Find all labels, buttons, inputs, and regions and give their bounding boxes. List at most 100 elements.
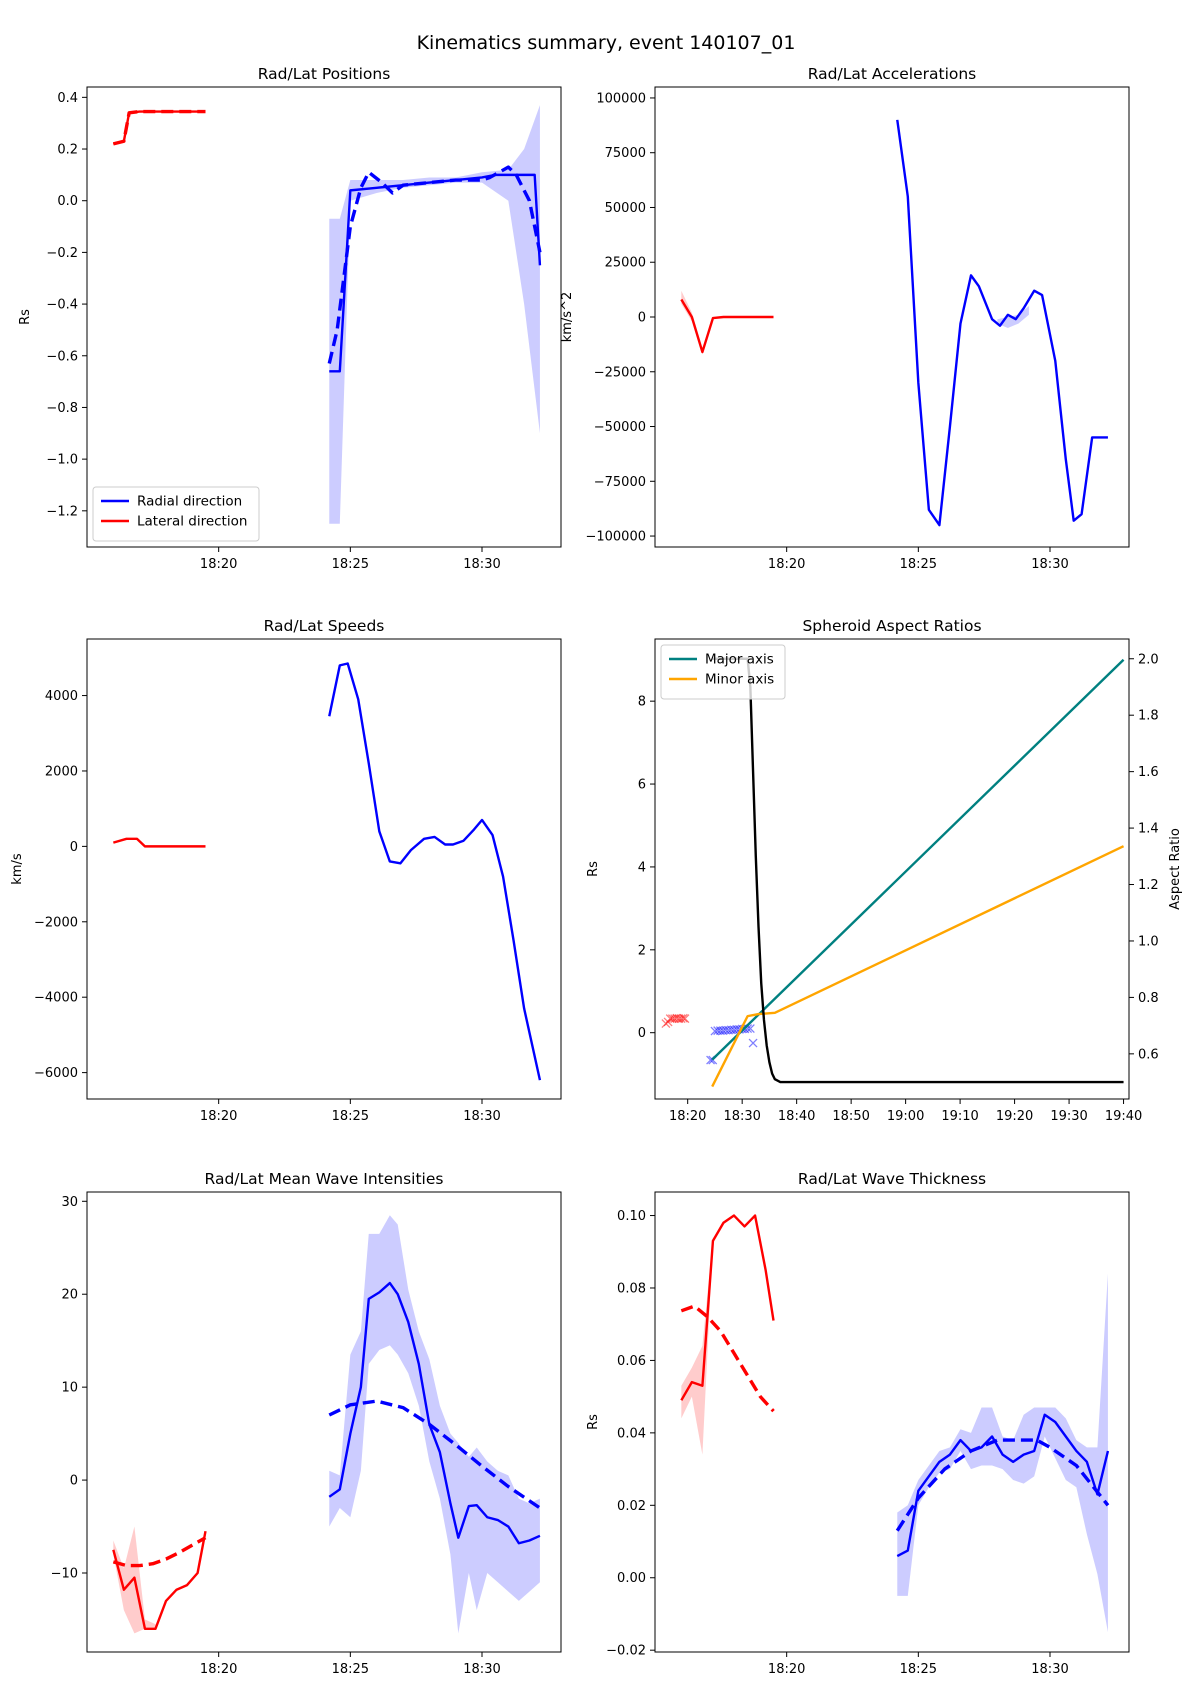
pos-ytick-label-3: −0.2: [46, 246, 78, 261]
int-xtick-label-1: 18:25: [332, 1662, 369, 1677]
thk-xtick-label-1: 18:25: [900, 1662, 937, 1677]
int-xtick-label-2: 18:30: [463, 1662, 500, 1677]
asp-plot-area: [661, 657, 1125, 1088]
asp-ylabel: Rs: [586, 861, 601, 877]
pos-legend-label-0: Radial direction: [137, 494, 242, 510]
acc-ylabel: km/s^2: [560, 292, 575, 343]
acc-xtick-label-1: 18:25: [900, 557, 937, 572]
int-plot-area: [112, 1215, 541, 1634]
acc-ytick-label-3: 25000: [605, 256, 646, 271]
pos-ytick-label-5: −0.6: [46, 349, 78, 364]
int-series-0: [328, 1281, 541, 1545]
thk-series-1: [895, 1438, 1110, 1532]
pos-title: Rad/Lat Positions: [258, 65, 391, 83]
pos-plot-area: [112, 105, 542, 524]
pos-frame: [86, 86, 562, 548]
asp-xtick-label-5: 19:10: [941, 1109, 978, 1124]
asp-legend-label-1: Minor axis: [705, 672, 774, 688]
asp-xtick-label-8: 19:40: [1105, 1109, 1142, 1124]
panel-accelerations: 18:20 18:25 18:30 100000 75000 50000 25000 0 −25…: [560, 65, 1130, 572]
acc-band-0: [681, 290, 713, 355]
panel-thickness: 18:20 18:25 18:30 0.10 0.08 0.06 0.04 0.02 0.00 −…: [586, 1170, 1130, 1677]
thk-ytick-label-2: 0.06: [617, 1354, 646, 1369]
int-ytick-label-4: −10: [51, 1567, 78, 1582]
spd-xtick-label-0: 18:20: [200, 1109, 237, 1124]
thk-ylabel: Rs: [586, 1414, 601, 1430]
asp-marker-1-14: [743, 1024, 753, 1034]
spd-ytick-label-0: 4000: [45, 689, 78, 704]
spd-ytick-label-3: −2000: [34, 915, 78, 930]
asp-y2tick-label-5: 1.0: [1138, 934, 1159, 949]
acc-ytick-label-7: −75000: [594, 475, 646, 490]
int-series-3: [112, 1536, 207, 1568]
thk-xtick-label-0: 18:20: [768, 1662, 805, 1677]
asp-xtick-label-2: 18:40: [778, 1109, 815, 1124]
spd-plot-area: [113, 662, 542, 1081]
int-title: Rad/Lat Mean Wave Intensities: [205, 1170, 444, 1188]
asp-y2tick-label-7: 0.6: [1138, 1047, 1159, 1062]
pos-legend-label-1: Lateral direction: [137, 514, 247, 530]
asp-y2tick-label-1: 1.8: [1138, 709, 1159, 724]
pos-ytick-label-8: −1.2: [46, 504, 78, 519]
asp-xtick-label-4: 19:00: [887, 1109, 924, 1124]
pos-xtick-label-1: 18:25: [332, 557, 369, 572]
asp-y2tick-label-2: 1.6: [1138, 765, 1159, 780]
asp-y2tick-label-4: 1.2: [1138, 878, 1159, 893]
pos-ytick-label-4: −0.4: [46, 298, 78, 313]
pos-series-1: [327, 165, 542, 364]
panel-speeds: 18:20 18:25 18:30 4000 2000 0 −2000 −4000 −6000 R…: [10, 617, 562, 1124]
thk-plot-area: [680, 1214, 1110, 1633]
asp-ytick-label-4: 0: [638, 1026, 646, 1041]
asp-ytick-label-1: 6: [638, 778, 646, 793]
panel-positions: 18:20 18:25 18:30 0.4 0.2 0.0 −0.2 −0.4 −0.6 −0.8…: [18, 65, 562, 572]
thk-ytick-label-1: 0.08: [617, 1281, 646, 1296]
figure-title: Kinematics summary, event 140107_01: [417, 32, 796, 54]
pos-xtick-label-0: 18:20: [200, 557, 237, 572]
acc-plot-area: [680, 119, 1108, 527]
pos-ylabel: Rs: [18, 309, 33, 325]
panel-intensities: 18:20 18:25 18:30 30 20 10 0 −10 Rad/Lat Mean Wa…: [51, 1170, 562, 1677]
spd-ylabel: km/s: [10, 853, 25, 885]
asp-marker-0-4: [670, 1014, 680, 1024]
pos-series-3: [112, 109, 206, 146]
spd-ytick-label-4: −4000: [34, 991, 78, 1006]
asp-title: Spheroid Aspect Ratios: [802, 617, 981, 635]
acc-ytick-label-4: 0: [638, 311, 646, 326]
int-ytick-label-0: 30: [61, 1195, 78, 1210]
panel-aspect-ratios: 18:20 18:30 18:40 18:50 19:00 19:10 19:20 19:30…: [586, 617, 1183, 1124]
asp-marker-0-7: [676, 1014, 686, 1024]
thk-title: Rad/Lat Wave Thickness: [798, 1170, 986, 1188]
asp-xtick-label-6: 19:20: [996, 1109, 1033, 1124]
asp-y2label: Aspect Ratio: [1168, 828, 1183, 910]
int-frame: [86, 1191, 562, 1653]
asp-marker-0-9: [680, 1014, 690, 1024]
acc-ytick-label-5: −25000: [594, 365, 646, 380]
spd-frame: [86, 638, 562, 1100]
asp-y2tick-label-0: 2.0: [1138, 652, 1159, 667]
asp-series-2: [712, 657, 1124, 1084]
int-xtick-label-0: 18:20: [200, 1662, 237, 1677]
thk-frame: [654, 1191, 1130, 1653]
spd-ytick-label-2: 0: [70, 840, 78, 855]
spd-xtick-label-2: 18:30: [463, 1109, 500, 1124]
spd-title: Rad/Lat Speeds: [264, 617, 385, 635]
asp-ytick-label-0: 8: [638, 695, 646, 710]
asp-xtick-label-0: 18:20: [669, 1109, 706, 1124]
acc-series-1: [680, 298, 774, 354]
thk-series-3: [680, 1304, 775, 1413]
asp-xtick-label-3: 18:50: [832, 1109, 869, 1124]
pos-ytick-label-0: 0.4: [57, 91, 78, 106]
asp-frame: [654, 638, 1130, 1100]
spd-series-0: [328, 662, 542, 1081]
asp-xtick-label-1: 18:30: [723, 1109, 760, 1124]
int-series-2: [112, 1530, 207, 1630]
acc-xtick-label-2: 18:30: [1031, 557, 1068, 572]
spd-xtick-label-1: 18:25: [332, 1109, 369, 1124]
thk-ytick-label-6: −0.02: [606, 1644, 646, 1659]
acc-ytick-label-0: 100000: [596, 91, 646, 106]
asp-y2tick-label-3: 1.4: [1138, 822, 1159, 837]
acc-ytick-label-2: 50000: [605, 201, 646, 216]
acc-ytick-label-6: −50000: [594, 420, 646, 435]
acc-ytick-label-8: −100000: [585, 530, 646, 545]
